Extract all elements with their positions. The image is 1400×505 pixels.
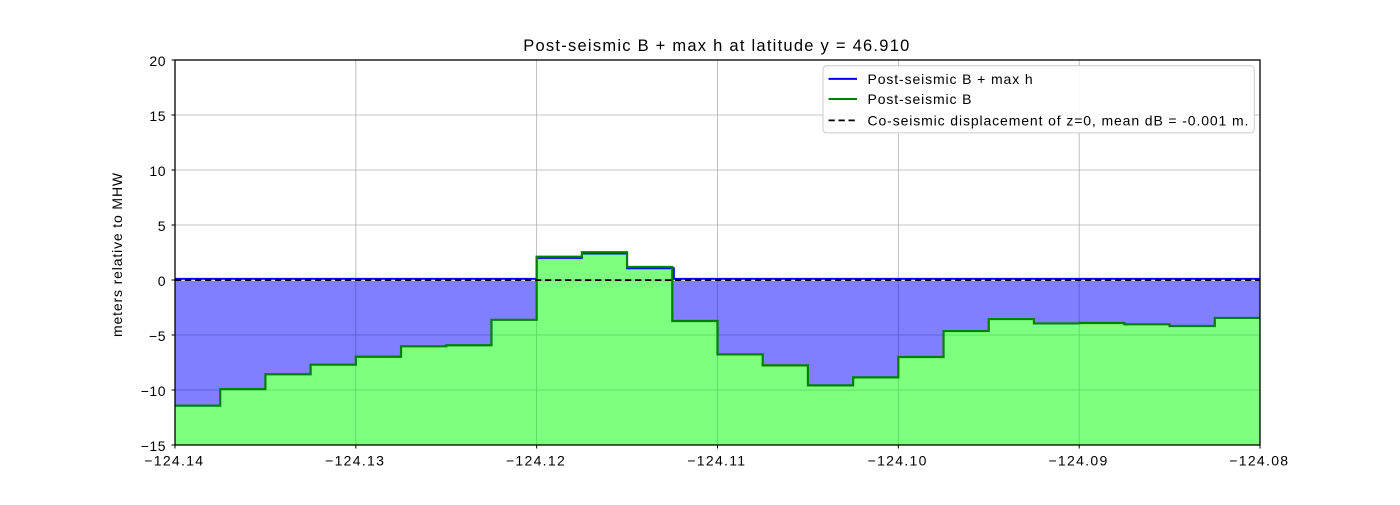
svg-text:−124.13: −124.13 [325,452,385,468]
svg-text:15: 15 [149,108,166,124]
svg-text:Co-seismic displacement of z=0: Co-seismic displacement of z=0, mean dB … [868,112,1250,128]
svg-text:−124.12: −124.12 [506,452,566,468]
svg-text:20: 20 [149,53,166,69]
svg-text:−124.10: −124.10 [868,452,928,468]
svg-text:10: 10 [149,163,166,179]
svg-text:Post-seismic B + max h: Post-seismic B + max h [868,71,1034,87]
svg-text:−124.08: −124.08 [1229,452,1289,468]
svg-text:−124.09: −124.09 [1048,452,1108,468]
svg-text:−15: −15 [141,438,166,454]
svg-text:−124.11: −124.11 [687,452,746,468]
svg-text:−10: −10 [141,383,166,399]
svg-text:Post-seismic B: Post-seismic B [868,91,973,107]
svg-text:−124.14: −124.14 [144,452,204,468]
svg-text:−5: −5 [149,328,166,344]
svg-text:0: 0 [158,273,166,289]
svg-text:Post-seismic B + max h at lati: Post-seismic B + max h at latitude y = 4… [523,37,910,55]
svg-text:meters relative to MHW: meters relative to MHW [109,172,125,337]
svg-text:5: 5 [158,218,166,234]
